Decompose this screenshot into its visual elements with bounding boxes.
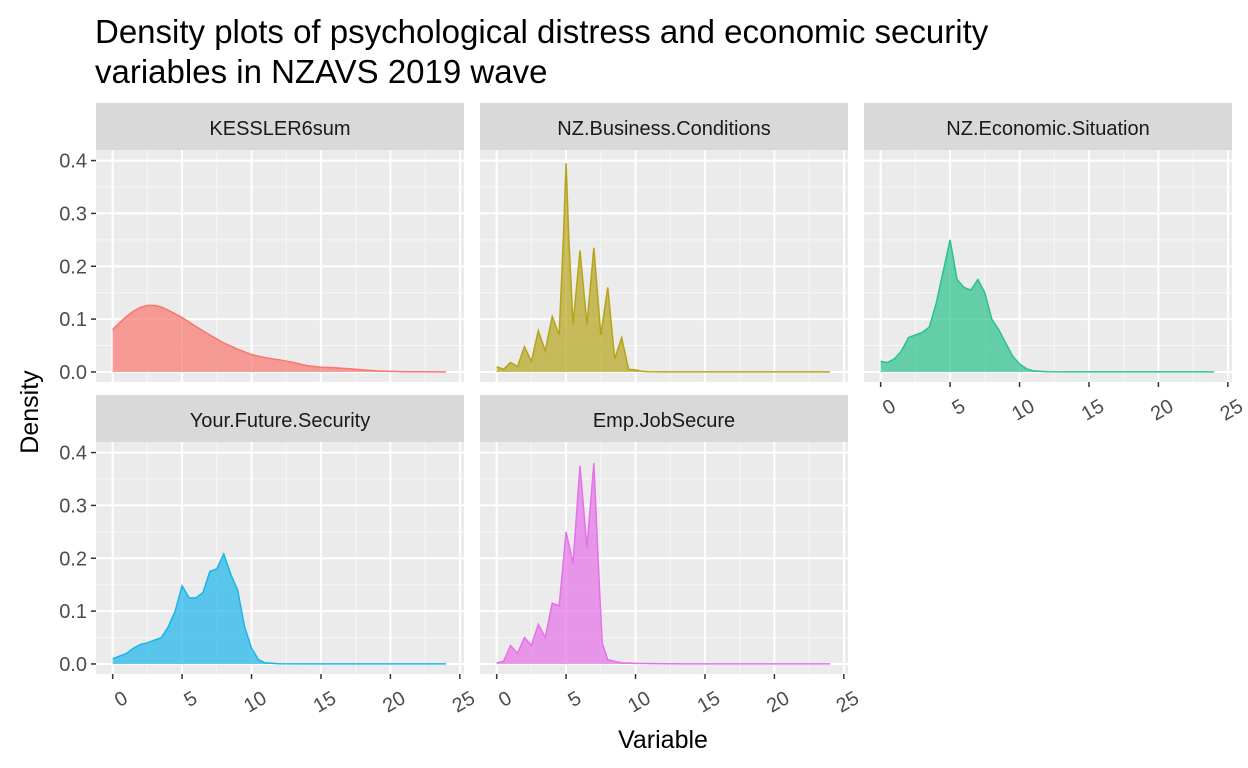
y-tick-label: 0.1: [59, 309, 87, 331]
panel-strip-label: NZ.Business.Conditions: [557, 118, 770, 140]
panel-strip: [96, 395, 464, 442]
x-tick-label: 15: [310, 687, 340, 717]
density-area: [112, 305, 446, 372]
panel-strip-label: Your.Future.Security: [190, 410, 370, 432]
x-tick-label: 10: [240, 687, 270, 717]
panels-layer: KESSLER6sum 0.0 0.1 0.2 0.3 0.4 NZ.Business.Co…: [59, 103, 1247, 717]
x-tick-label: 15: [1078, 395, 1108, 425]
density-line: [880, 239, 1214, 373]
panel-KESSLER6sum: KESSLER6sum 0.0 0.1 0.2 0.3 0.4: [59, 103, 464, 384]
x-tick-label: 0: [879, 395, 900, 420]
x-tick-label: 20: [763, 687, 793, 717]
x-tick-label: 20: [1147, 395, 1177, 425]
x-tick-label: 25: [833, 687, 863, 717]
density-area: [496, 163, 830, 372]
panel-NZ.Economic.Situation: NZ.Economic.Situation 0 5 10 15 20 25: [864, 103, 1247, 425]
x-tick-label: 10: [1008, 395, 1038, 425]
density-area: [112, 554, 446, 664]
x-axis-title: Variable: [618, 726, 708, 754]
y-tick-label: 0.1: [59, 601, 87, 623]
density-line: [496, 163, 830, 373]
chart-title: Density plots of psychological distress …: [95, 13, 989, 90]
x-tick-label: 15: [694, 687, 724, 717]
x-tick-label: 25: [449, 687, 479, 717]
y-tick-label: 0.3: [59, 495, 87, 517]
x-tick-label: 5: [180, 687, 201, 712]
density-area: [880, 239, 1214, 372]
density-area: [496, 463, 830, 664]
panel-strip-label: KESSLER6sum: [209, 118, 350, 140]
panel-strip-label: NZ.Economic.Situation: [946, 118, 1149, 140]
y-tick-label: 0.4: [59, 151, 87, 173]
density-line: [112, 552, 446, 665]
x-tick-label: 5: [948, 395, 969, 420]
y-tick-label: 0.4: [59, 443, 87, 465]
x-tick-label: 0: [111, 687, 132, 712]
panel-strip: [96, 103, 464, 150]
y-tick-label: 0.0: [59, 362, 87, 384]
y-axis-title: Density: [16, 370, 44, 454]
panel-Emp.JobSecure: Emp.JobSecure 0 5 10 15 20 25: [480, 395, 863, 717]
density-line: [112, 304, 446, 373]
y-tick-label: 0.0: [59, 654, 87, 676]
panel-strip: [480, 395, 848, 442]
panel-strip: [480, 103, 848, 150]
y-tick-label: 0.3: [59, 203, 87, 225]
panel-strip: [864, 103, 1232, 150]
x-tick-label: 25: [1217, 395, 1247, 425]
panel-Your.Future.Security: Your.Future.Security 0.0 0.1 0.2 0.3 0.4 0 5 10 1…: [59, 395, 479, 717]
x-tick-label: 20: [379, 687, 409, 717]
x-tick-label: 10: [624, 687, 654, 717]
density-line: [496, 463, 830, 665]
y-tick-label: 0.2: [59, 548, 87, 570]
x-tick-label: 0: [495, 687, 516, 712]
panel-NZ.Business.Conditions: NZ.Business.Conditions: [480, 103, 848, 382]
y-tick-label: 0.2: [59, 256, 87, 278]
panel-strip-label: Emp.JobSecure: [593, 410, 735, 432]
x-tick-label: 5: [564, 687, 585, 712]
